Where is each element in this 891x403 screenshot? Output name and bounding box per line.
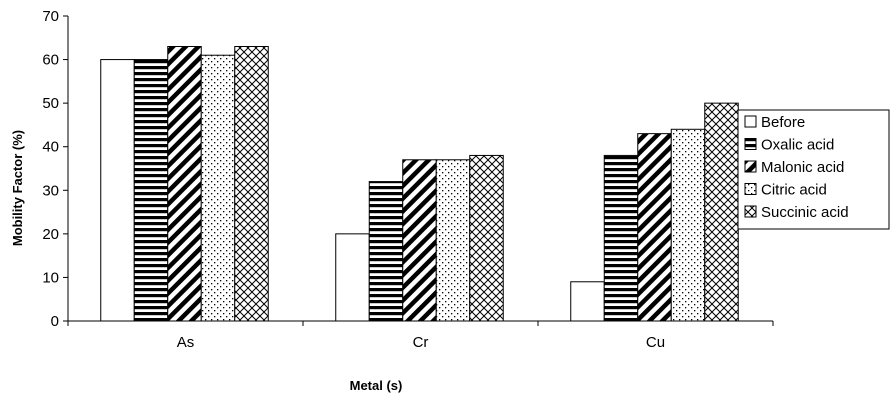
bar-malonic-acid-cu: [637, 133, 672, 322]
legend-label: Malonic acid: [761, 159, 844, 176]
y-axis-title: Mobility Factor (%): [10, 130, 25, 246]
legend-swatch: [744, 138, 757, 150]
bar-before-as: [100, 59, 135, 322]
legend-swatch: [744, 183, 757, 195]
labels: As Cr Cu: [177, 334, 665, 351]
bar-before-cu: [570, 281, 605, 322]
y-tick-label: 60: [42, 52, 59, 69]
legend-label: Before: [761, 114, 805, 131]
y-tick-label: 0: [51, 313, 59, 330]
legend-swatch: [744, 205, 757, 218]
bar-before-cr: [335, 233, 370, 322]
y-tick-label: 10: [42, 269, 59, 286]
bar-citric-acid-cr: [435, 159, 471, 322]
legend-label: Citric acid: [761, 182, 827, 199]
y-tick-label: 30: [42, 182, 59, 199]
bar-malonic-acid-cr: [402, 159, 437, 322]
y-tick-label: 40: [42, 139, 59, 156]
bar-malonic-acid-as: [167, 46, 202, 322]
bar-succinic-acid-as: [234, 46, 269, 322]
bar-citric-acid-as: [200, 54, 236, 322]
bar-citric-acid-cu: [670, 128, 706, 322]
bars: [100, 46, 739, 322]
bar-oxalic-acid-cu: [603, 154, 639, 322]
legend: Before Oxalic acid Malonic acid Citric acid…: [737, 109, 890, 230]
y-tick-label: 70: [42, 8, 59, 25]
bar-oxalic-acid-as: [133, 59, 169, 322]
bar-oxalic-acid-cr: [368, 181, 404, 322]
bar-succinic-acid-cr: [469, 154, 504, 322]
x-axis-title: Metal (s): [350, 378, 403, 393]
x-category-label: As: [177, 334, 195, 351]
x-category-label: Cu: [646, 334, 665, 351]
legend-swatch: [744, 115, 757, 128]
legend-label: Oxalic acid: [761, 137, 834, 154]
y-tick-label: 50: [42, 95, 59, 112]
bar-succinic-acid-cu: [704, 102, 739, 322]
y-tick-label: 20: [42, 226, 59, 243]
legend-swatch: [744, 160, 757, 173]
x-category-label: Cr: [413, 334, 429, 351]
legend-box: [737, 109, 890, 230]
legend-label: Succinic acid: [761, 204, 849, 221]
